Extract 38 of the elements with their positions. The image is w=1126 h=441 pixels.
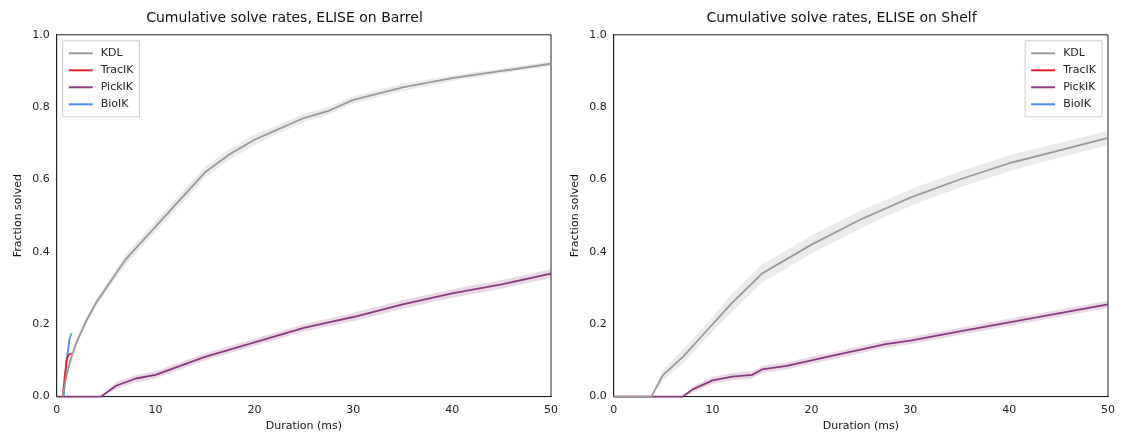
x-tick-label: 20 <box>247 403 262 417</box>
legend-label: KDL <box>1063 46 1086 60</box>
legend-label: BioIK <box>1063 97 1092 111</box>
y-tick-label: 0.8 <box>589 100 607 114</box>
x-axis-title: Duration (ms) <box>265 419 342 433</box>
x-tick-label: 40 <box>1002 403 1017 417</box>
x-tick-label: 0 <box>610 403 618 417</box>
x-axis-title: Duration (ms) <box>822 419 899 433</box>
y-tick-label: 1.0 <box>32 27 50 41</box>
legend-label: PickIK <box>1063 80 1097 94</box>
chart-title: Cumulative solve rates, ELISE on Shelf <box>706 9 978 26</box>
legend-label: PickIK <box>100 80 134 94</box>
legend-label: KDL <box>100 46 124 60</box>
x-tick-label: 40 <box>445 403 460 417</box>
y-tick-label: 0.2 <box>32 317 50 331</box>
y-tick-label: 0.6 <box>589 172 607 186</box>
y-tick-label: 0.8 <box>32 100 50 114</box>
legend-label: TracIK <box>99 63 135 77</box>
x-tick-label: 10 <box>705 403 720 417</box>
legend-label: TracIK <box>1062 63 1097 77</box>
x-tick-label: 50 <box>544 403 558 417</box>
y-tick-label: 0.4 <box>589 244 607 258</box>
legend-label: BioIK <box>100 97 130 111</box>
y-tick-label: 0.4 <box>32 244 50 258</box>
y-axis-title: Fraction solved <box>568 174 582 258</box>
x-tick-label: 0 <box>53 403 61 417</box>
y-tick-label: 0.6 <box>32 172 50 186</box>
y-tick-label: 0.0 <box>589 389 607 403</box>
y-tick-label: 0.2 <box>589 317 607 331</box>
x-tick-label: 50 <box>1101 403 1115 417</box>
y-tick-label: 1.0 <box>589 27 607 41</box>
y-axis-title: Fraction solved <box>11 174 25 258</box>
x-tick-label: 30 <box>346 403 361 417</box>
y-tick-label: 0.0 <box>32 389 50 403</box>
x-tick-label: 10 <box>148 403 163 417</box>
x-tick-label: 20 <box>804 403 819 417</box>
x-tick-label: 30 <box>903 403 918 417</box>
chart-title: Cumulative solve rates, ELISE on Barrel <box>146 9 423 26</box>
